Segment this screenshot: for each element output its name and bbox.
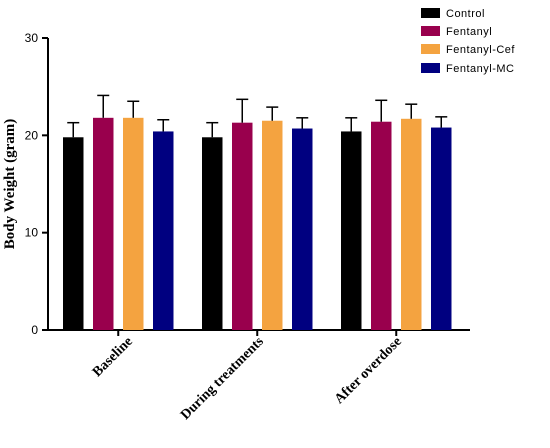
legend-swatch-2 — [421, 26, 440, 36]
bar-3-3 — [401, 118, 422, 330]
bar-2-3 — [371, 121, 392, 330]
bar-3-1 — [123, 117, 144, 331]
category-labels: Baseline During treatments After overdose — [90, 334, 405, 423]
bar-1-3 — [341, 131, 362, 330]
legend: Control Fentanyl Fentanyl-Cef Fentanyl-MC — [421, 8, 515, 75]
bar-4-2 — [292, 128, 313, 330]
bar-3-2 — [262, 120, 283, 330]
bar-2-1 — [93, 117, 114, 331]
bar-1-2 — [202, 137, 223, 330]
legend-label-3: Fentanyl-Cef — [446, 44, 515, 56]
legend-swatch-3 — [421, 44, 440, 54]
bar-1-1 — [63, 137, 84, 330]
bar-2-2 — [232, 122, 253, 331]
bar-4-3 — [431, 127, 452, 331]
y-tick-label-0: 0 — [31, 323, 38, 337]
y-axis-title: Body Weight (gram) — [2, 119, 18, 250]
y-tick-label-10: 10 — [25, 226, 39, 240]
legend-swatch-4 — [421, 63, 440, 73]
bar-4-1 — [153, 131, 174, 330]
legend-label-4: Fentanyl-MC — [446, 63, 514, 75]
y-tick-label-30: 30 — [25, 31, 39, 45]
category-label-1: Baseline — [90, 334, 136, 380]
category-label-2: During treatments — [178, 334, 267, 423]
y-ticks: 0 10 20 30 — [25, 31, 48, 337]
legend-label-1: Control — [446, 8, 485, 20]
legend-label-2: Fentanyl — [446, 26, 492, 38]
category-label-3: After overdose — [332, 334, 405, 407]
bars-group — [63, 94, 452, 336]
legend-swatch-1 — [421, 8, 440, 18]
y-tick-label-20: 20 — [25, 128, 39, 142]
